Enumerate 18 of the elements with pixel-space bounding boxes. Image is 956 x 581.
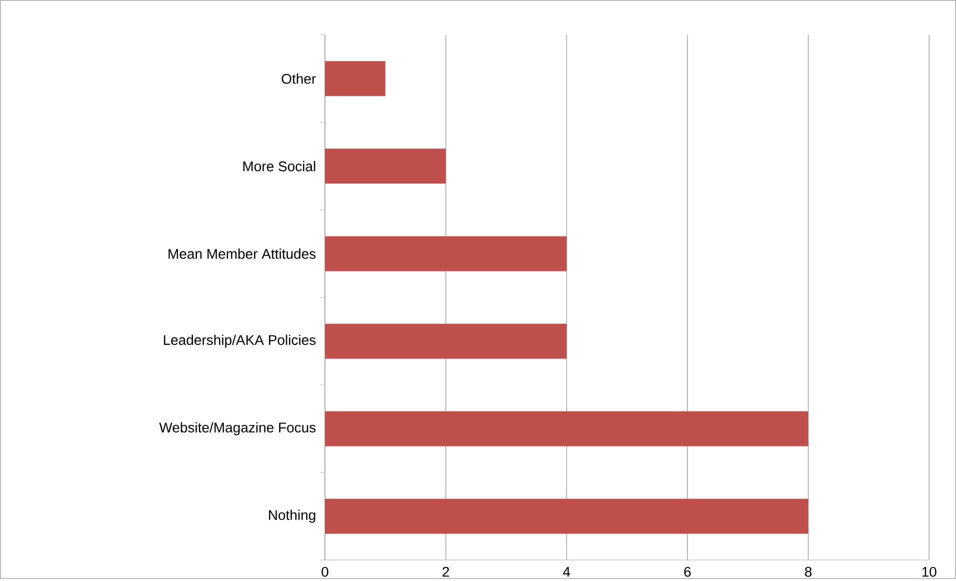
y-tick-label: Nothing	[269, 510, 316, 523]
x-tick-label: 8	[804, 566, 812, 577]
y-tick-label: Mean Member Attitudes	[168, 248, 316, 259]
y-tick-label: More Social	[243, 160, 316, 172]
x-tick-label: 6	[684, 566, 691, 577]
bar	[324, 323, 567, 359]
x-tick-label: 10	[922, 566, 936, 577]
x-tick-label: 4	[563, 566, 570, 576]
bar	[324, 498, 808, 534]
bar	[324, 148, 446, 184]
bar	[324, 411, 808, 446]
y-tick-label: Leadership/AKA Policies	[164, 334, 316, 348]
bar	[324, 236, 567, 271]
bar	[324, 60, 386, 96]
y-tick-label: Website/Magazine Focus	[159, 422, 316, 436]
y-tick-label: Other	[282, 73, 316, 84]
x-tick-label: 2	[442, 566, 449, 576]
x-tick-label: 0	[322, 566, 328, 577]
